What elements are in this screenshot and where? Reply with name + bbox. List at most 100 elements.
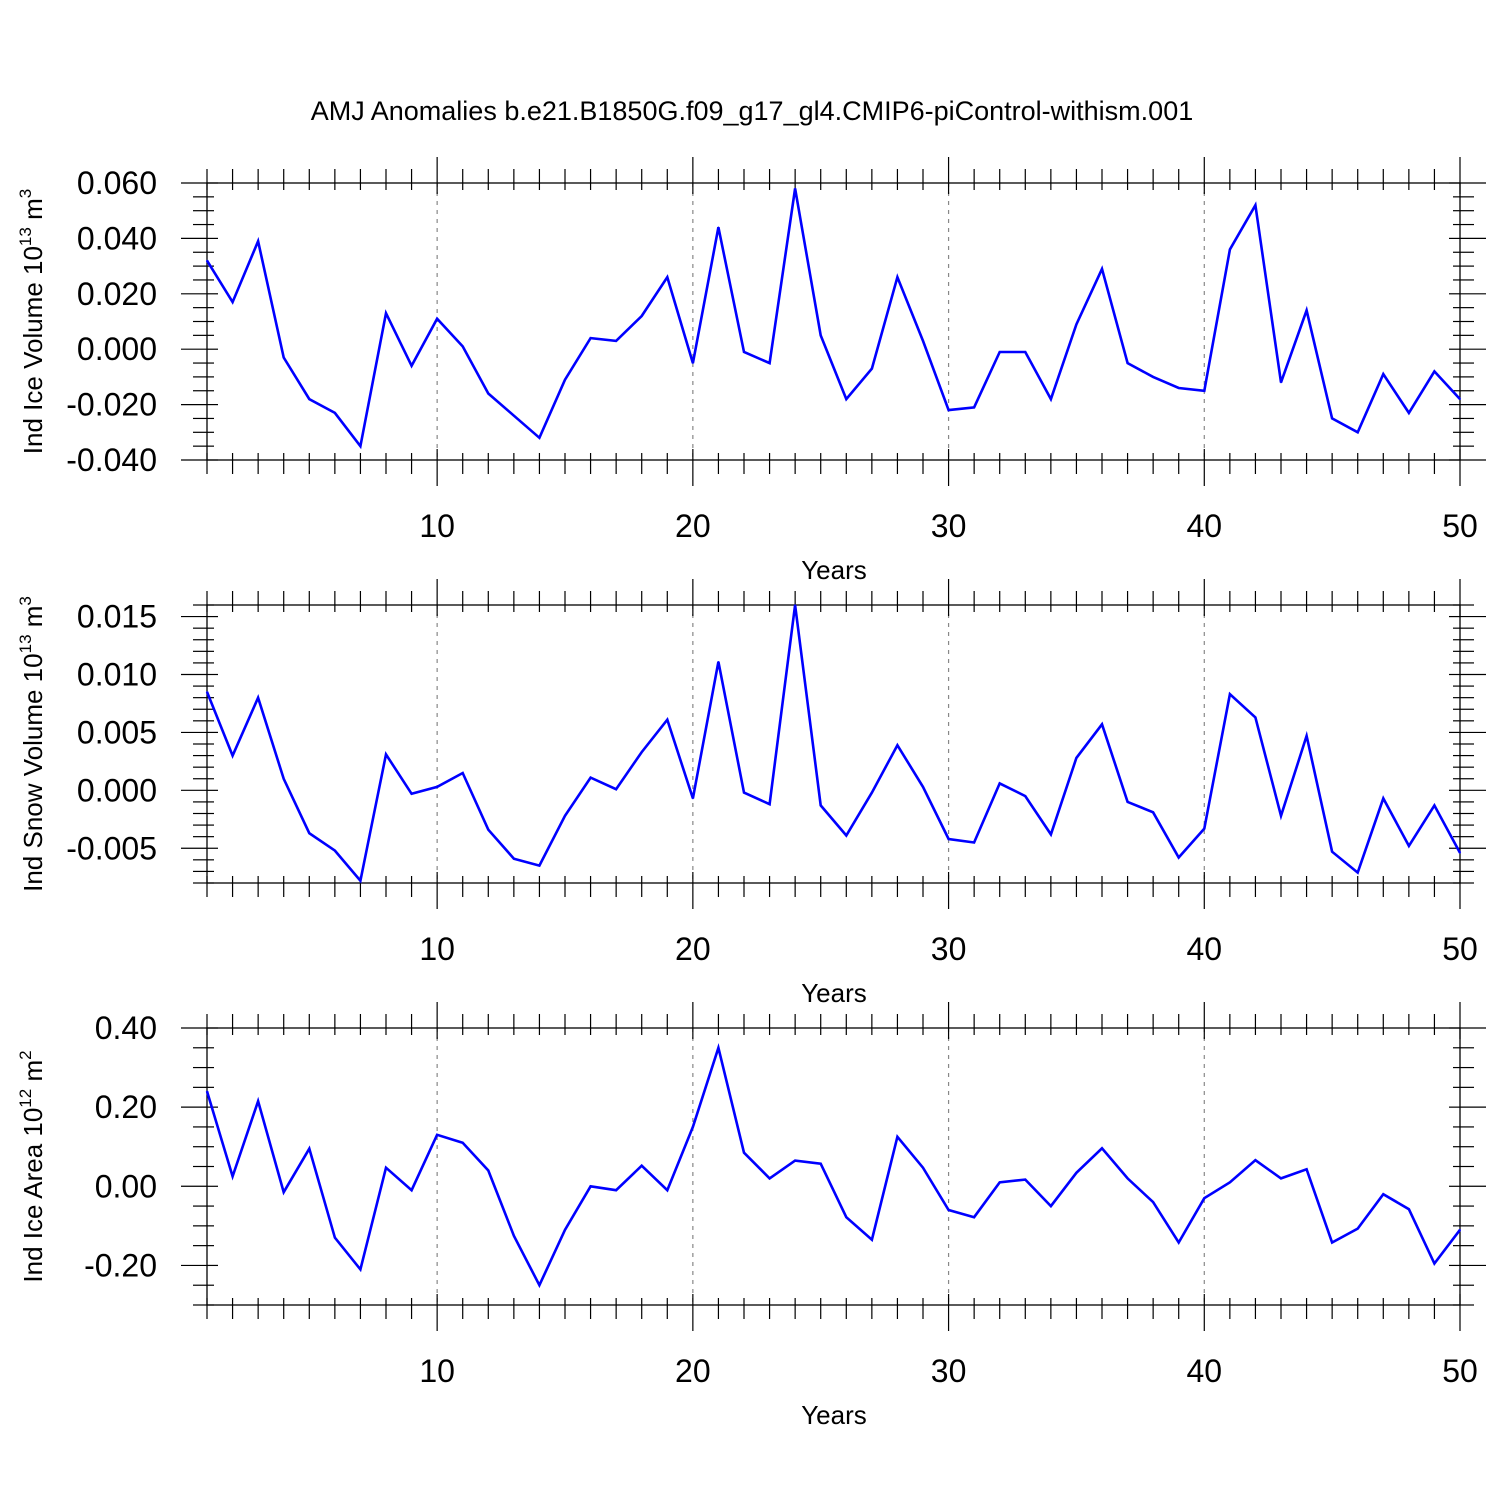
chart-title: AMJ Anomalies b.e21.B1850G.f09_g17_gl4.C… [311,96,1193,126]
y-tick-label: -0.005 [66,830,157,866]
data-point [1305,1168,1308,1171]
data-point [1152,811,1154,814]
data-point [947,409,950,411]
data-point [1254,1159,1257,1161]
data-point [257,696,259,699]
y-tick-label: 0.020 [77,276,157,312]
data-point [845,834,848,837]
data-point [1075,1172,1078,1174]
data-point [206,691,208,693]
data-point [1229,1181,1231,1184]
y-axis-label: Ind Snow Volume 1013 m3 [16,596,48,892]
data-point [973,1216,975,1218]
data-point [1356,431,1359,434]
data-point [973,406,975,409]
y-tick-label: 0.060 [77,165,157,201]
data-point [589,776,592,779]
panel-2: -0.005 0.000 0.005 0.010 0.015 10 20 30 40 50 Year… [16,579,1486,1008]
y-axis-label-unit-exponent: 2 [16,1050,35,1059]
data-point [461,345,464,348]
data-point [206,259,208,262]
data-point [922,786,924,788]
y-axis-label-text: Ind Ice Area 10 [18,1108,48,1283]
data-point [1305,735,1308,737]
y-tick-label: 0.010 [77,657,157,693]
data-point [845,1216,848,1218]
data-point [922,1166,924,1169]
x-tick-label: 50 [1442,1353,1478,1389]
series-line [205,604,1462,884]
x-tick-label: 30 [931,508,967,544]
y-tick-label: -0.040 [66,442,157,478]
data-point [896,1136,899,1138]
data-point [640,1164,643,1167]
data-point [385,1166,387,1169]
data-point [692,1126,694,1128]
data-point [1152,376,1154,378]
data-point [1126,362,1129,364]
data-point [1331,417,1333,420]
data-point [1050,1205,1052,1207]
data-point [385,753,387,756]
x-tick-label: 40 [1186,931,1222,967]
data-point [794,1159,796,1162]
data-point [1331,1241,1333,1244]
data-point [666,276,669,278]
data-point [794,604,796,606]
data-point [206,1090,208,1093]
x-tick-label: 10 [419,508,455,544]
data-point [947,838,950,840]
data-point [538,1284,541,1287]
data-point [1280,815,1282,817]
data-point [1075,323,1078,326]
x-axis-label: Years [801,555,867,585]
data-point [743,351,745,353]
data-point [257,240,259,242]
data-point [1459,852,1461,854]
data-point [1101,268,1103,270]
data-point [896,276,899,278]
data-point [819,334,822,337]
data-point [385,312,387,314]
data-point [487,828,490,831]
data-point [282,1191,285,1194]
data-point [640,751,643,753]
data-point [513,1234,515,1237]
panel-1: -0.040 -0.020 0.000 0.020 0.040 0.060 10 20 30 40… [16,157,1486,585]
y-tick-label: 0.015 [77,599,157,635]
x-tick-label: 30 [931,931,967,967]
data-point [487,392,490,395]
data-point [615,340,617,342]
data-point [819,1162,822,1165]
data-point [871,791,873,794]
data-point [436,786,438,788]
data-point [1024,351,1027,353]
y-axis-label-exponent: 13 [16,634,35,653]
data-point [1408,1208,1410,1211]
data-point [1177,387,1180,389]
data-point [1280,381,1282,384]
data-point [947,1209,950,1211]
data-point [257,1100,259,1103]
data-point [359,1268,362,1271]
data-point [998,782,1001,785]
data-point [896,744,899,746]
data-point [282,356,285,359]
data-point [487,1169,490,1172]
data-point [845,398,848,400]
data-point [1203,1197,1206,1199]
y-tick-label: 0.000 [77,331,157,367]
y-axis-label-text: Ind Ice Volume 10 [18,246,48,454]
data-point [231,754,234,757]
y-tick-label: 0.00 [95,1168,157,1204]
data-point [1459,398,1461,400]
data-point [717,1046,720,1049]
data-point [1126,1177,1129,1180]
y-axis-label-unit: m [18,198,48,227]
data-point [1254,204,1257,206]
x-tick-label: 40 [1186,508,1222,544]
data-point [1177,1241,1180,1244]
data-point [692,797,694,800]
data-point [743,1151,745,1154]
